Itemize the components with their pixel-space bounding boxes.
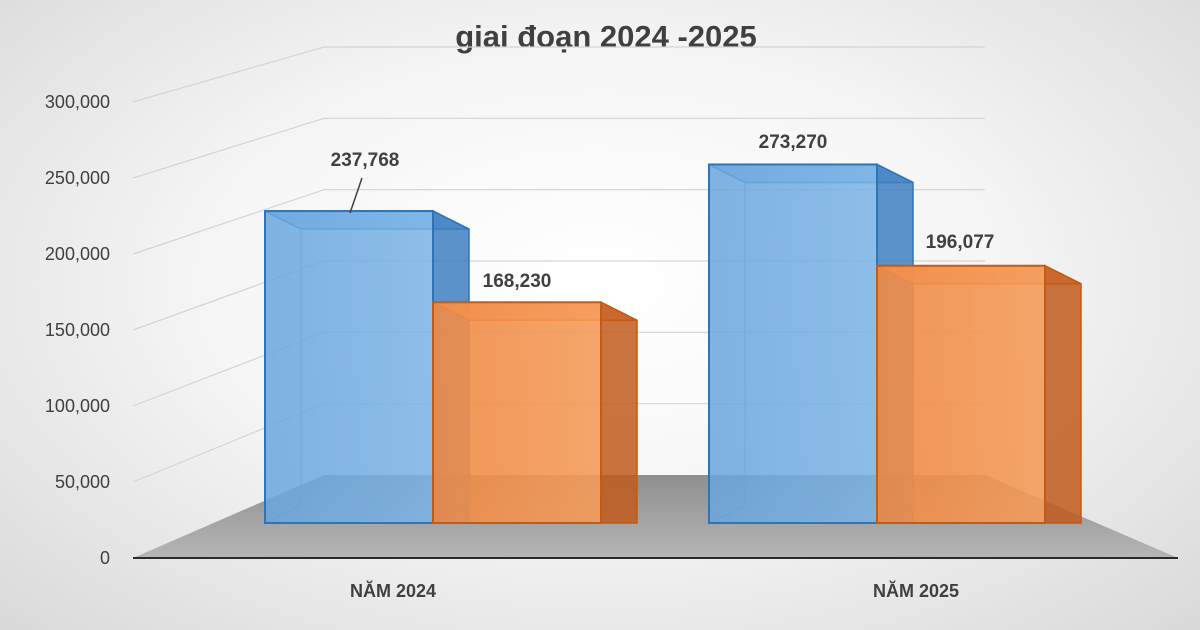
y-tick-label: 300,000: [45, 92, 110, 112]
y-axis-ticks: 0 50,000 100,000 150,000 200,000 250,000 300,0…: [45, 92, 110, 568]
chart-title-line-2: giai đoạn 2024 -2025: [455, 19, 757, 54]
category-label-2024: NĂM 2024: [350, 580, 436, 601]
gridline: [132, 117, 985, 179]
bar-2025-series-1: [708, 163, 914, 524]
data-labels: 237,768 168,230 273,270 196,077: [331, 132, 995, 292]
bar-side-face: [600, 301, 638, 524]
y-tick-label: 50,000: [55, 472, 110, 492]
bar-2025-series-2: [876, 264, 1082, 524]
y-tick-label: 200,000: [45, 244, 110, 264]
y-tick-label: 150,000: [45, 320, 110, 340]
category-label-2025: NĂM 2025: [873, 580, 959, 601]
gridline: [132, 46, 985, 103]
y-tick-label: 250,000: [45, 168, 110, 188]
data-label-2024-series-1: 237,768: [331, 150, 400, 171]
bar-front-face: [264, 210, 434, 525]
data-label-2024-series-2: 168,230: [483, 271, 552, 292]
bar-2024-series-2: [432, 301, 638, 524]
bar-front-face: [432, 301, 602, 524]
bar-front-face: [876, 264, 1046, 524]
bars: [264, 163, 1082, 525]
bar-front-face: [708, 163, 878, 524]
data-label-leader-line: [349, 177, 363, 214]
bar-side-face: [1044, 264, 1082, 524]
data-label-2025-series-1: 273,270: [759, 132, 828, 153]
y-tick-label: 0: [100, 548, 110, 568]
data-label-2025-series-2: 196,077: [926, 232, 995, 253]
y-tick-label: 100,000: [45, 396, 110, 416]
